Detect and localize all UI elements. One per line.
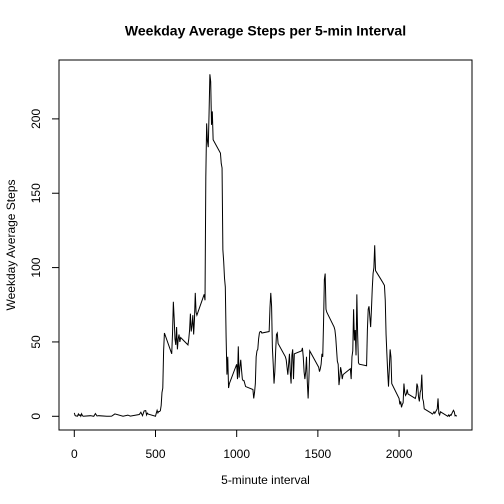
y-tick-label: 200 xyxy=(29,109,43,129)
x-tick-label: 0 xyxy=(71,447,78,461)
data-line xyxy=(73,74,458,418)
y-tick-label: 150 xyxy=(29,183,43,203)
chart-title: Weekday Average Steps per 5-min Interval xyxy=(125,23,406,39)
y-tick-label: 100 xyxy=(29,257,43,277)
x-tick-label: 500 xyxy=(145,447,165,461)
x-tick-label: 1500 xyxy=(305,447,332,461)
y-tick-label: 50 xyxy=(29,335,43,349)
y-axis-label: Weekday Average Steps xyxy=(4,180,18,311)
y-tick-label: 0 xyxy=(29,413,43,420)
x-tick-label: 2000 xyxy=(386,447,413,461)
x-tick-label: 1000 xyxy=(223,447,250,461)
x-axis-label: 5-minute interval xyxy=(221,473,310,487)
